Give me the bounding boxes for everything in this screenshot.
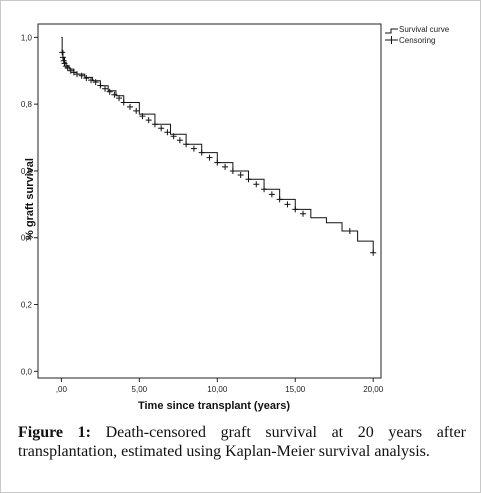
censoring-mark: [59, 49, 66, 56]
legend: Survival curve Censoring: [385, 25, 450, 45]
censoring-mark: [237, 171, 244, 178]
censoring-mark: [126, 103, 133, 110]
plot-area: [37, 23, 382, 379]
censoring-mark: [222, 163, 229, 170]
censoring-mark: [190, 145, 197, 152]
censoring-mark: [214, 159, 221, 166]
censoring-mark: [151, 121, 158, 128]
y-tick-label: 0,4: [21, 234, 33, 243]
censoring-mark: [139, 113, 146, 120]
censoring-mark: [206, 154, 213, 161]
x-tick-label: 10,00: [207, 385, 228, 394]
y-tick-label: 0,8: [21, 100, 33, 109]
x-axis-title: Time since transplant (years): [138, 400, 290, 412]
caption-label: Figure 1:: [18, 424, 91, 441]
censoring-marks-group: [59, 49, 377, 256]
x-tick-label: 15,00: [285, 385, 306, 394]
censoring-mark: [158, 125, 165, 132]
censoring-mark: [253, 181, 260, 188]
censoring-mark: [145, 117, 152, 124]
censoring-mark: [70, 69, 77, 76]
figure-caption: Figure 1: Death-censored graft survival …: [18, 423, 466, 461]
x-tick-label: 20,00: [363, 385, 384, 394]
censoring-mark: [88, 77, 95, 84]
censoring-mark: [261, 186, 268, 193]
censoring-mark: [284, 201, 291, 208]
censoring-mark: [245, 176, 252, 183]
censoring-mark: [198, 149, 205, 156]
censoring-mark: [106, 88, 113, 95]
censoring-mark: [83, 75, 90, 82]
axis-ticks: 0,0 0,2 0,4 0,6 0,8 1,0 ,00 5,00 10,00 15,00 20,00: [21, 33, 384, 394]
y-axis-title: % graft survival: [24, 158, 36, 240]
censoring-mark: [292, 206, 299, 213]
censoring-mark: [73, 71, 80, 78]
censoring-mark: [67, 67, 74, 74]
censoring-mark: [60, 57, 67, 64]
caption-text: Death-censored graft survival at 20 year…: [18, 424, 467, 460]
censoring-mark: [176, 137, 183, 144]
censoring-mark: [183, 141, 190, 148]
censoring-mark: [64, 64, 71, 71]
censoring-mark: [229, 167, 236, 174]
censoring-mark: [346, 228, 353, 235]
legend-survival-curve-label: Survival curve: [399, 25, 450, 34]
censoring-mark: [111, 91, 118, 98]
survival-chart: 0,0 0,2 0,4 0,6 0,8 1,0 ,00 5,00 10,00 15,00 20,00…: [21, 23, 450, 412]
censoring-mark: [170, 133, 177, 140]
censoring-mark: [164, 129, 171, 136]
censoring-mark: [276, 196, 283, 203]
y-tick-label: 0,0: [21, 367, 33, 376]
y-tick-label: 0,2: [21, 301, 33, 310]
censoring-mark: [78, 72, 85, 79]
censoring-mark: [300, 210, 307, 217]
censoring-mark: [92, 79, 99, 86]
censoring-mark: [370, 249, 377, 256]
censoring-mark: [133, 107, 140, 114]
x-tick-label: ,00: [56, 385, 68, 394]
censoring-mark: [102, 85, 109, 92]
y-tick-label: 0,6: [21, 167, 33, 176]
censoring-mark: [268, 191, 275, 198]
legend-survival-curve-icon: [385, 28, 398, 34]
x-tick-label: 5,00: [132, 385, 148, 394]
censoring-mark: [120, 99, 127, 106]
censoring-mark: [59, 54, 66, 61]
censoring-mark: [116, 95, 123, 102]
censoring-mark: [97, 82, 104, 89]
y-tick-label: 1,0: [21, 33, 33, 42]
legend-censoring-label: Censoring: [399, 36, 435, 45]
